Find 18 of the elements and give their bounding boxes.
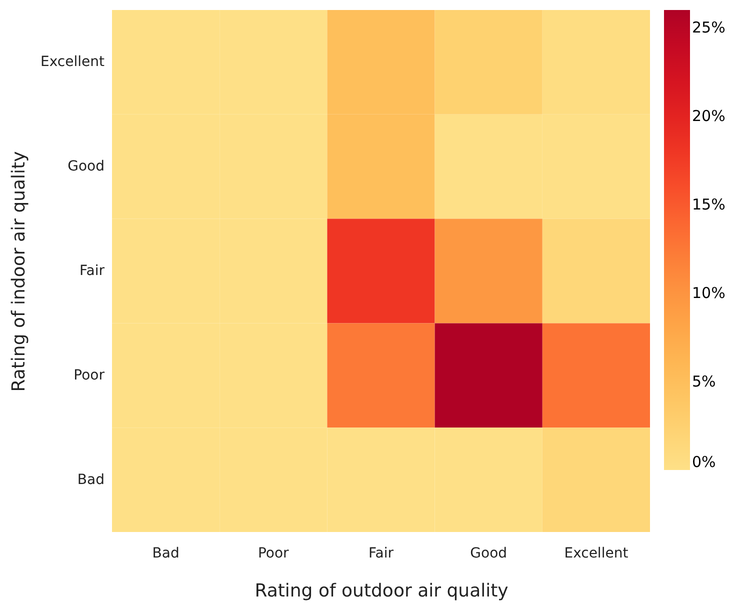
y-tick-label: Fair: [80, 263, 105, 279]
y-tick-label: Good: [68, 158, 104, 175]
y-tick-label: Excellent: [40, 54, 106, 70]
x-tick-label: Poor: [258, 546, 290, 562]
x-tick-label: Good: [470, 546, 508, 562]
y-tick-label: Bad: [77, 472, 104, 488]
color-bar-label: 5%: [692, 372, 716, 391]
color-bar-label: 0%: [692, 453, 716, 471]
color-bar-label: 20%: [692, 107, 726, 126]
x-tick-label: Fair: [368, 546, 394, 562]
color-bar-label: 15%: [692, 196, 726, 214]
color-bar-label: 25%: [692, 18, 726, 37]
y-axis-title: Rating of indoor air quality: [8, 150, 30, 392]
x-tick-label: Bad: [152, 546, 180, 562]
y-tick-label: Poor: [74, 367, 105, 384]
x-tick-label: Excellent: [564, 546, 629, 562]
color-bar-label: 10%: [692, 284, 726, 302]
x-axis-title: Rating of outdoor air quality: [254, 580, 509, 602]
